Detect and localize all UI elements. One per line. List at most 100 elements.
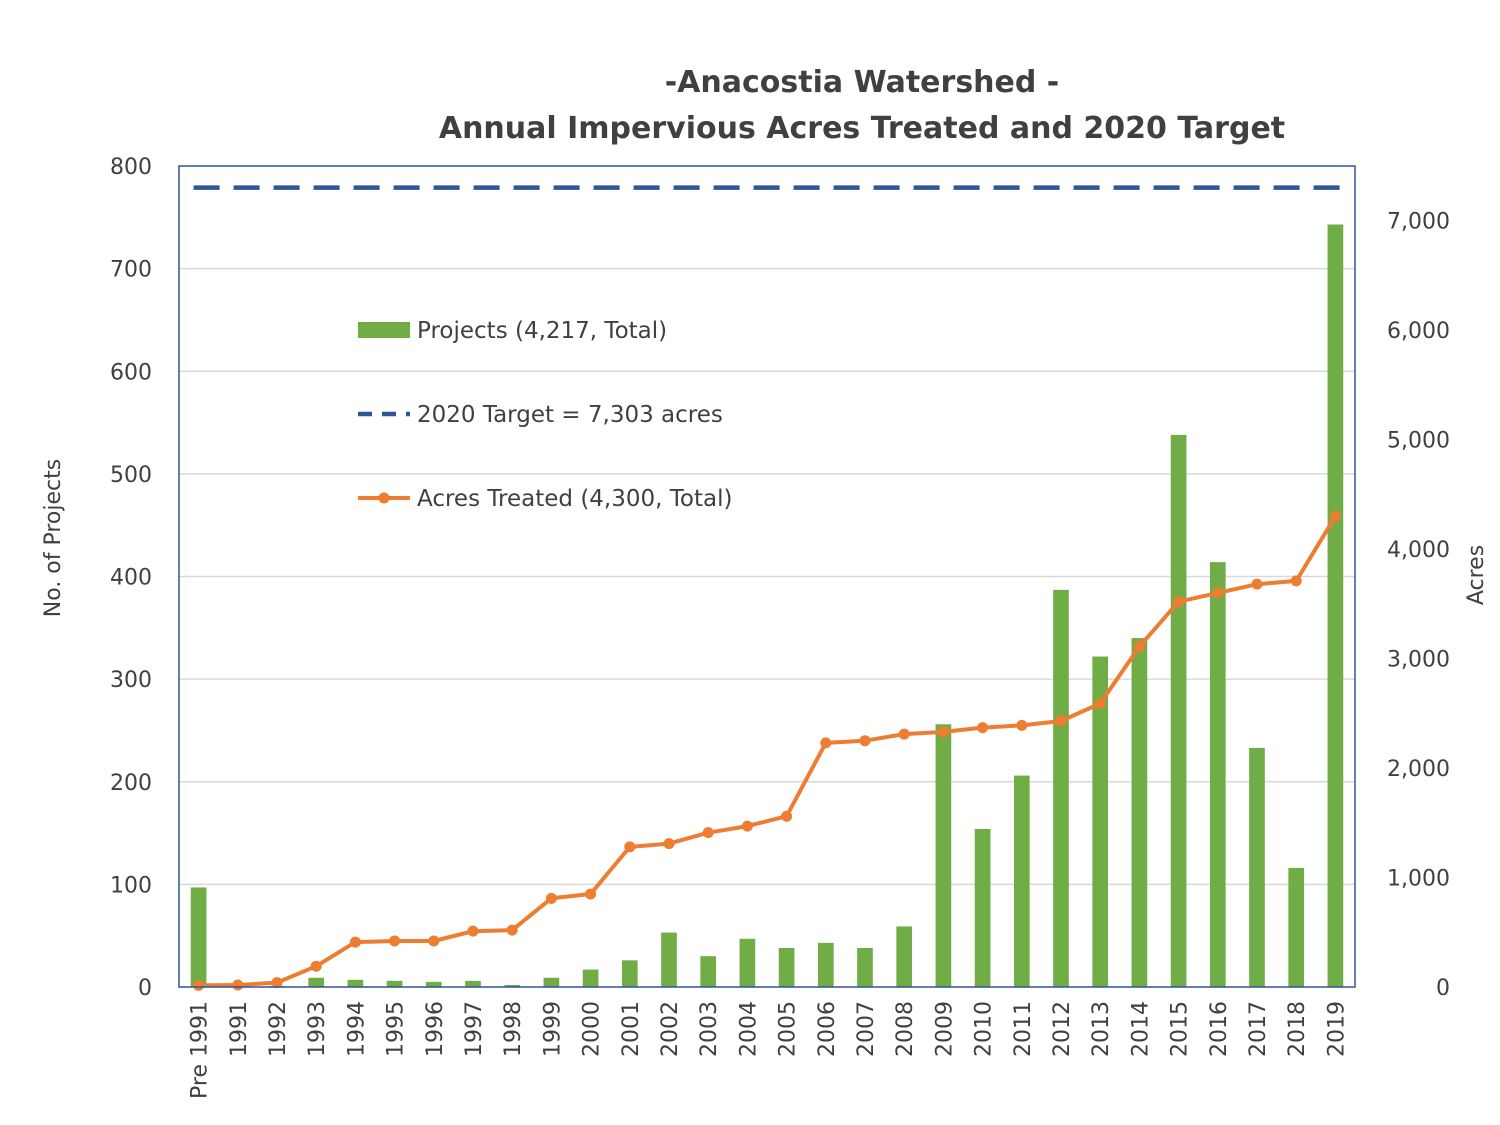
legend-label-target: 2020 Target = 7,303 acres [417, 402, 723, 428]
x-tick-label: 2010 [972, 1001, 997, 1057]
x-tick-label: 2007 [854, 1001, 879, 1057]
acres-treated-point [585, 888, 597, 900]
x-tick-label: 1991 [227, 1001, 252, 1057]
acres-treated-point [741, 820, 753, 832]
projects-bar [1013, 775, 1030, 987]
x-tick-label: 2006 [815, 1001, 840, 1057]
acres-treated-point [467, 925, 479, 937]
projects-bar [661, 932, 677, 987]
acres-treated-point [193, 979, 205, 991]
y2-tick-label: 5,000 [1387, 429, 1450, 454]
projects-bars [190, 224, 1344, 988]
x-tick-label: 2016 [1207, 1001, 1232, 1057]
projects-bar [504, 984, 521, 987]
projects-bar [1288, 867, 1305, 987]
acres-treated-point [1055, 715, 1067, 727]
acres-treated-point [349, 936, 361, 948]
projects-bar [1053, 589, 1069, 987]
y-tick-label: 600 [110, 360, 152, 385]
y-tick-label: 100 [110, 873, 152, 898]
acres-treated-point [820, 737, 832, 749]
x-tick-label: 2012 [1050, 1001, 1075, 1057]
y2-tick-label: 7,000 [1387, 210, 1450, 235]
legend-marker-acres [378, 492, 390, 504]
projects-bar [1209, 562, 1226, 987]
y-tick-label: 500 [110, 463, 152, 488]
projects-bar [621, 960, 638, 987]
legend: Projects (4,217, Total) 2020 Target = 7,3… [358, 318, 732, 512]
acres-treated-point [781, 810, 793, 822]
x-tick-label: 2015 [1168, 1001, 1193, 1057]
y2-axis-title: Acres [1464, 545, 1489, 605]
acres-treated-point [1290, 575, 1302, 587]
projects-bar [308, 977, 325, 987]
acres-treated-point [1016, 719, 1028, 731]
projects-bar [739, 938, 756, 987]
x-tick-label: 2001 [619, 1001, 644, 1057]
y2-tick-label: 4,000 [1387, 538, 1450, 563]
x-tick-label: 1996 [423, 1001, 448, 1057]
y-tick-label: 800 [110, 155, 152, 180]
x-tick-label: 2014 [1128, 1001, 1153, 1057]
x-tick-label: 2002 [658, 1001, 683, 1057]
y-tick-label: 700 [110, 258, 152, 283]
projects-bar [974, 828, 991, 987]
x-tick-label: 2008 [893, 1001, 918, 1057]
y-axis-ticks: 0 100 200 300 400 500 600 700 800 [110, 155, 152, 1001]
acres-treated-point [1212, 587, 1224, 599]
projects-bar [347, 979, 364, 987]
projects-bar [543, 977, 560, 987]
projects-bar [896, 926, 913, 987]
acres-treated-point [898, 728, 910, 740]
projects-bar [1327, 224, 1344, 988]
projects-bar [935, 724, 952, 987]
x-tick-label: 2011 [1011, 1001, 1036, 1057]
x-tick-label: 1995 [384, 1001, 409, 1057]
plot-area-border [178, 165, 1356, 988]
legend-label-acres: Acres Treated (4,300, Total) [417, 486, 732, 512]
acres-treated-line [198, 515, 1338, 988]
acres-treated-point [977, 722, 989, 734]
acres-treated-point [271, 977, 283, 989]
x-tick-label: 1999 [540, 1001, 565, 1057]
acres-treated-point [1133, 641, 1145, 653]
projects-bar [700, 956, 717, 987]
x-tick-label: 1993 [305, 1001, 330, 1057]
projects-bar [1092, 656, 1109, 987]
projects-bar [817, 942, 834, 987]
projects-bar [1249, 747, 1265, 987]
projects-bar [778, 948, 795, 987]
acres-treated-point [389, 935, 401, 947]
x-tick-label: 2004 [736, 1001, 761, 1057]
x-tick-label: Pre 1991 [188, 1001, 213, 1099]
x-tick-label: 1997 [462, 1001, 487, 1057]
acres-treated-point [1251, 578, 1263, 590]
x-tick-label: 2009 [932, 1001, 957, 1057]
acres-treated-point [1329, 510, 1341, 522]
x-tick-label: 2018 [1285, 1001, 1310, 1057]
y2-axis-ticks: 0 1,000 2,000 3,000 4,000 5,000 6,000 7,000 [1387, 210, 1450, 1001]
acres-treated-point [624, 841, 636, 853]
acres-treated-point [428, 935, 440, 947]
x-tick-label: 1992 [266, 1001, 291, 1057]
projects-bar [1170, 434, 1187, 987]
x-tick-label: 2005 [776, 1001, 801, 1057]
acres-treated-point [232, 979, 244, 991]
y2-tick-label: 6,000 [1387, 319, 1450, 344]
legend-label-projects: Projects (4,217, Total) [417, 318, 667, 344]
y2-tick-label: 1,000 [1387, 867, 1450, 892]
y2-tick-label: 3,000 [1387, 648, 1450, 673]
gridlines [179, 267, 1355, 886]
acres-treated-point [859, 735, 871, 747]
projects-bar [1131, 638, 1148, 987]
x-tick-label: 2000 [580, 1001, 605, 1057]
chart-title-line-1: -Anacostia Watershed - [665, 65, 1060, 100]
x-tick-label: 1994 [344, 1001, 369, 1057]
x-axis-ticks: Pre 1991 1991 1992 1993 1994 1995 1996 1997 1998… [188, 1001, 1350, 1099]
y-tick-label: 0 [138, 976, 152, 1001]
y2-tick-label: 2,000 [1387, 757, 1450, 782]
acres-treated-point [702, 827, 714, 839]
projects-bar [190, 887, 207, 987]
